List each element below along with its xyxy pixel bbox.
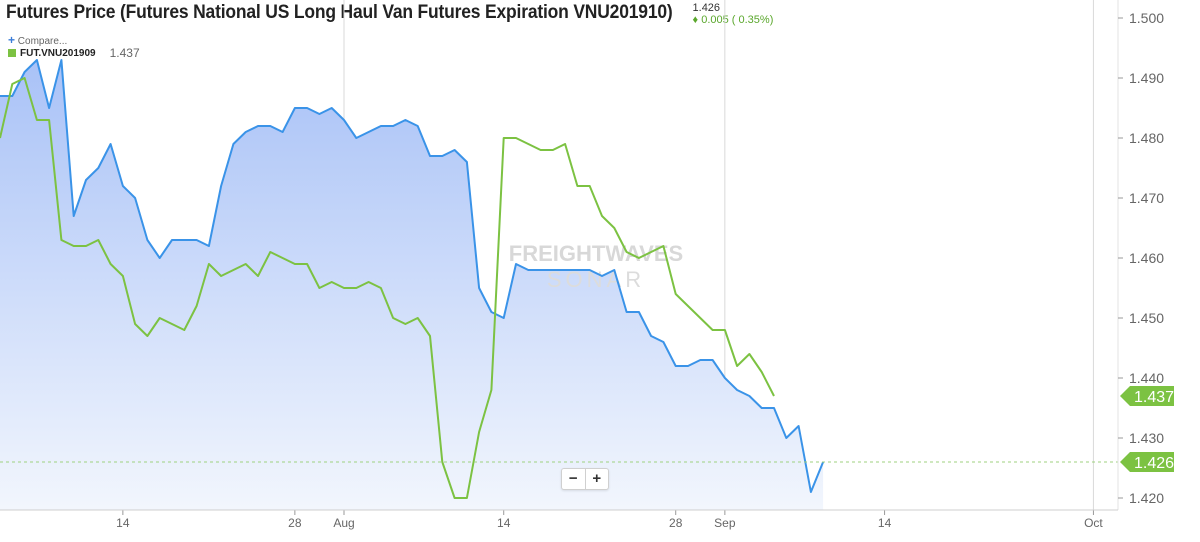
watermark-line1: FREIGHTWAVES — [509, 241, 683, 266]
y-tick-label: 1.440 — [1129, 370, 1164, 386]
x-tick-label: 14 — [116, 516, 130, 530]
y-tick-label: 1.420 — [1129, 490, 1164, 506]
y-tick-label: 1.480 — [1129, 130, 1164, 146]
price-change: ♦ 0.005 ( 0.35%) — [693, 14, 774, 26]
last-price: 1.426 — [692, 2, 721, 14]
legend-swatch — [8, 49, 16, 57]
last-value-label-fut-vnu201909: 1.437 — [1120, 386, 1174, 406]
x-tick-label: Oct — [1084, 516, 1103, 530]
zoom-controls: − + — [561, 468, 609, 490]
compare-label: Compare... — [17, 36, 68, 47]
x-tick-label: Sep — [714, 516, 736, 530]
series-line-vnu201910 — [0, 59, 825, 493]
legend-series-value: 1.437 — [109, 46, 140, 60]
price-box: 1.426 ♦ 0.005 ( 0.35%) — [693, 2, 774, 26]
zoom-in-button[interactable]: + — [592, 470, 602, 487]
compare-button[interactable]: + Compare... — [8, 33, 67, 47]
value-tag-shape — [1120, 386, 1174, 406]
area-fill — [0, 60, 824, 510]
x-tick-label: 28 — [288, 516, 302, 530]
value-tag-text: 1.426 — [1134, 455, 1174, 472]
x-tick-label: 14 — [878, 516, 892, 530]
x-tick-label: 14 — [497, 516, 511, 530]
series-line-fut-vnu201909 — [0, 77, 775, 499]
y-tick-label: 1.470 — [1129, 190, 1164, 206]
y-tick-label: 1.500 — [1129, 10, 1164, 26]
legend-item[interactable]: FUT.VNU201909 1.437 — [8, 46, 140, 60]
y-tick-label: 1.490 — [1129, 70, 1164, 86]
value-tag-shape — [1120, 452, 1174, 472]
chart-header: Futures Price (Futures National US Long … — [6, 2, 773, 26]
chart-title: Futures Price (Futures National US Long … — [6, 2, 673, 23]
value-tag-text: 1.437 — [1134, 389, 1174, 406]
diamond-up-icon: ♦ — [692, 14, 699, 26]
plus-icon: + — [8, 33, 16, 47]
zoom-out-button[interactable]: − — [562, 469, 586, 489]
legend-series-name: FUT.VNU201909 — [20, 47, 96, 59]
price-change-text: 0.005 ( 0.35%) — [701, 14, 774, 26]
x-tick-label: Aug — [333, 516, 354, 530]
y-tick-label: 1.430 — [1129, 430, 1164, 446]
last-value-label-vnu201910: 1.426 — [1120, 452, 1174, 472]
y-tick-label: 1.450 — [1129, 310, 1164, 326]
y-tick-label: 1.460 — [1129, 250, 1164, 266]
x-tick-label: 28 — [669, 516, 683, 530]
